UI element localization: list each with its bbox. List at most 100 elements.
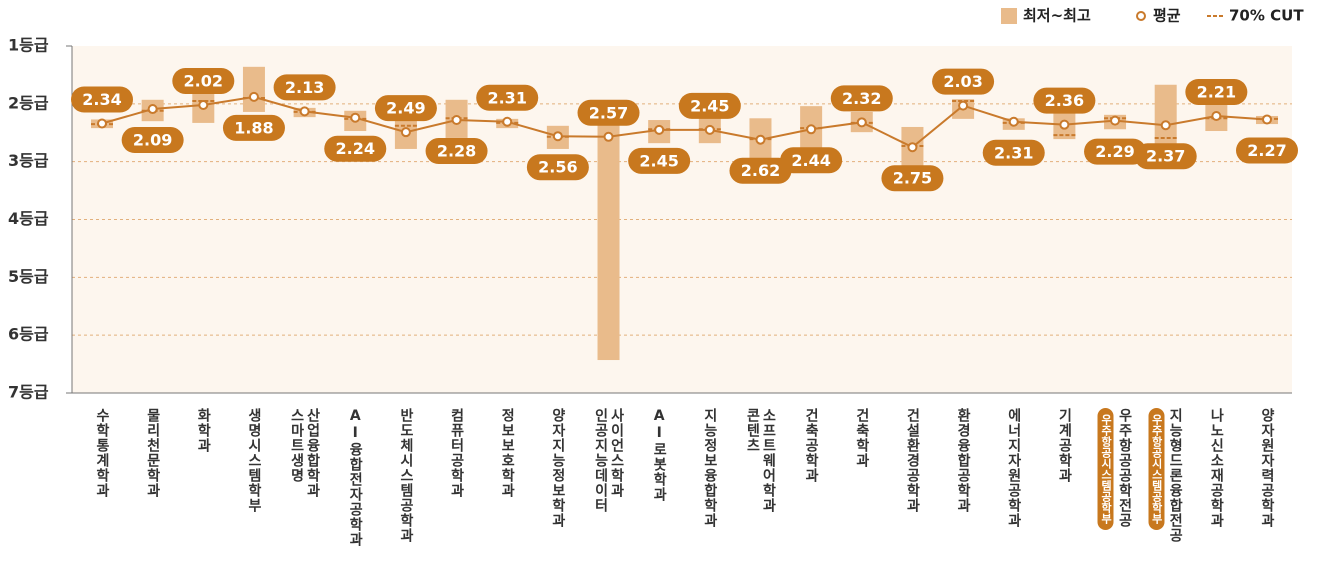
average-marker [1059, 119, 1070, 130]
average-marker [958, 100, 969, 111]
value-label: 2.03 [943, 72, 982, 91]
legend-label: 최저~최고 [1023, 7, 1091, 25]
value-pill [780, 147, 843, 174]
average-line [101, 95, 1268, 149]
category-label-group: 물리천문학과 [145, 408, 161, 498]
value-pill [1084, 138, 1147, 165]
category-label-group: AI융합전자공학과 [347, 408, 363, 547]
category-label-group: 우주항공시스템공학부 지능형드론융합전공 [1148, 408, 1183, 543]
value-pill [982, 139, 1045, 166]
x-tick-label: 물리천문학과 [144, 408, 161, 498]
value-pill [678, 92, 741, 119]
x-tick-label: 지능정보융합학과 [701, 408, 718, 528]
value-label: 2.62 [741, 161, 780, 180]
average-marker [350, 112, 361, 123]
value-label: 2.37 [1146, 147, 1185, 166]
average-marker [907, 142, 918, 153]
x-tick-label: 인공지능데이터 사이언스학과 [592, 408, 625, 513]
value-pill [881, 165, 944, 192]
category-label-group: 반도체시스템공학과 [398, 408, 414, 543]
legend-swatch [1001, 8, 1017, 24]
category-label-group: 정보보호학과 [499, 408, 515, 498]
category-label-group: 건축학과 [854, 408, 870, 468]
average-marker [603, 131, 614, 142]
category-label-group: 컴퓨터공학과 [449, 408, 465, 498]
average-marker [400, 127, 411, 138]
value-label: 2.31 [994, 143, 1033, 162]
value-pill [476, 84, 539, 111]
y-tick-label: 6등급 [8, 325, 49, 344]
category-label-group: 양자지능정보학과 [550, 408, 566, 528]
category-label-group: 기계공학과 [1056, 408, 1072, 483]
range-bar [242, 66, 265, 112]
value-label: 2.31 [487, 88, 526, 107]
average-marker [704, 124, 715, 135]
category-label-group: 양자원자력공학과 [1259, 408, 1275, 528]
average-marker [856, 117, 867, 128]
category-badge: 우주항공시스템공학부 [1148, 408, 1165, 530]
value-pill [71, 86, 133, 113]
value-pill [577, 99, 640, 126]
category-label-group: 생명시스템학부 [246, 408, 262, 513]
average-marker [451, 115, 462, 126]
value-pill [324, 135, 387, 162]
legend-label: 70% CUT [1229, 7, 1304, 25]
average-marker [1008, 116, 1019, 127]
value-label: 2.75 [893, 169, 932, 188]
average-marker [248, 91, 259, 102]
category-label-group: 건설환경공학과 [904, 408, 920, 513]
average-marker [806, 124, 817, 135]
value-label: 2.45 [639, 151, 678, 170]
average-marker [552, 131, 563, 142]
average-marker [502, 116, 513, 127]
average-marker [654, 124, 665, 135]
average-marker [1262, 114, 1272, 125]
category-label-group: 지능정보융합학과 [702, 408, 718, 528]
value-pill [121, 127, 184, 154]
x-tick-label: AI융합전자공학과 [347, 408, 364, 547]
x-tick-label: 화학과 [195, 408, 212, 453]
value-label: 2.24 [336, 139, 375, 158]
average-marker [1211, 110, 1222, 121]
range-bar [597, 109, 620, 361]
value-pill [1185, 78, 1248, 105]
x-tick-label: 양자원자력공학과 [1259, 408, 1275, 528]
value-label: 2.36 [1045, 91, 1084, 110]
average-marker [147, 104, 158, 115]
average-marker [198, 99, 209, 110]
x-tick-label: 컴퓨터공학과 [448, 408, 465, 498]
x-tick-label: 환경융합공학과 [955, 408, 972, 513]
average-marker [1160, 120, 1171, 131]
value-label: 2.28 [437, 142, 476, 161]
value-label: 2.02 [184, 71, 223, 90]
average-marker [1110, 115, 1121, 126]
x-tick-label: 정보보호학과 [499, 408, 516, 498]
category-label-group: 우주항공시스템공학부 우주항공공학전공 [1097, 408, 1133, 530]
category-badge: 우주항공시스템공학부 [1097, 408, 1114, 530]
legend-label: 평균 [1153, 7, 1181, 25]
value-pill [830, 85, 893, 112]
value-label: 1.88 [234, 118, 273, 137]
value-pill [222, 114, 285, 141]
x-tick-label: 기계공학과 [1056, 408, 1073, 483]
y-tick-label: 1등급 [8, 36, 49, 55]
x-tick-label: 양자지능정보학과 [549, 408, 566, 528]
value-pill [1236, 137, 1298, 164]
value-label: 2.44 [791, 151, 830, 170]
value-label: 2.56 [538, 158, 577, 177]
x-tick-label: 반도체시스템공학과 [397, 408, 414, 543]
value-label: 2.21 [1197, 82, 1236, 101]
category-label-group: 스마트생명 산업융합학과 [289, 408, 321, 498]
x-tick-label: 콘텐츠 소프트웨어학과 [744, 408, 777, 513]
category-label-group: 건축공학과 [803, 408, 819, 483]
x-tick-label: 나노신소재공학과 [1208, 408, 1225, 528]
value-pill [172, 67, 235, 94]
y-tick-label: 2등급 [8, 93, 49, 112]
y-tick-label: 5등급 [8, 267, 49, 286]
value-label: 2.34 [82, 90, 121, 109]
x-tick-label: 생명시스템학부 [245, 408, 262, 513]
value-pill [729, 157, 792, 184]
value-label: 2.57 [589, 103, 628, 122]
